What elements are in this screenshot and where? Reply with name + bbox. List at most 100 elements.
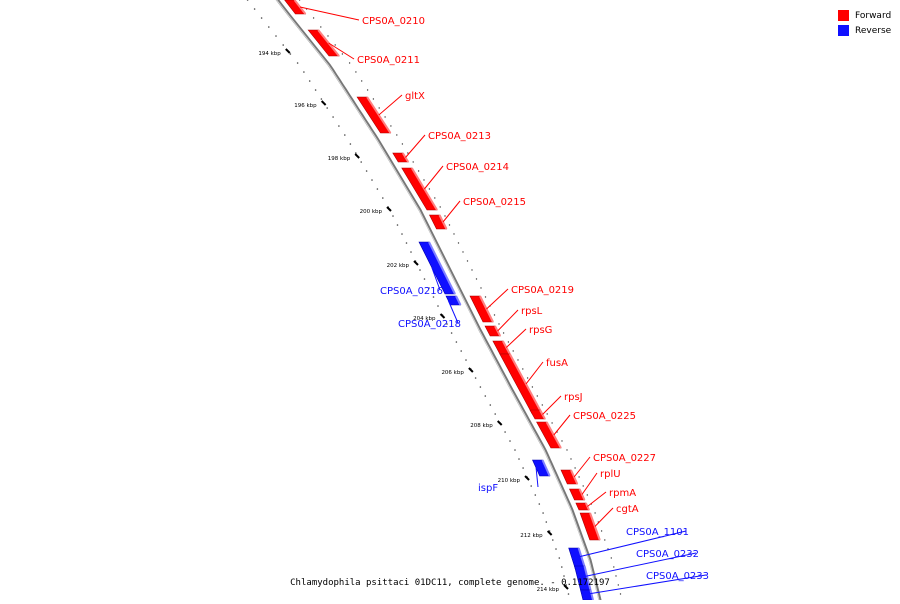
scale-dot	[428, 287, 430, 289]
scale-dot	[378, 107, 380, 109]
gene-label-connector	[442, 200, 461, 223]
scale-dot	[504, 431, 506, 433]
gene-label-ispf[interactable]: ispF	[478, 483, 498, 494]
scale-dot	[542, 512, 544, 514]
gene-bevel	[545, 421, 562, 449]
scale-dot	[563, 575, 565, 577]
gene-label-connector	[587, 491, 607, 507]
scale-tick-label: 204 kbp	[413, 316, 436, 322]
scale-dot	[308, 80, 311, 82]
scale-dot	[522, 368, 524, 370]
scale-tick	[413, 260, 419, 266]
gene-label-cps0a_0216[interactable]: CPS0A_0216	[380, 286, 443, 297]
legend-label-reverse: Reverse	[855, 25, 892, 36]
gene-label-connector	[581, 472, 598, 495]
scale-dot	[570, 458, 572, 460]
scale-dot	[475, 278, 478, 280]
gene-bevel	[428, 241, 456, 295]
gene-label-cps0a_0213[interactable]: CPS0A_0213	[428, 131, 491, 142]
gene-label-cps0a_0214[interactable]: CPS0A_0214	[446, 162, 509, 173]
scale-dot	[522, 467, 524, 469]
scale-dot	[457, 242, 460, 244]
scale-dot	[517, 359, 519, 361]
gene-feature-cgta[interactable]	[579, 512, 601, 541]
scale-dot	[372, 98, 375, 100]
scale-dot	[498, 323, 500, 325]
scale-dot	[471, 269, 473, 271]
gene-bevel	[539, 409, 546, 420]
gene-label-cps0a_0233[interactable]: CPS0A_0233	[646, 571, 709, 582]
gene-label-cps0a_0232[interactable]: CPS0A_0232	[636, 549, 699, 560]
gene-label-rpsl[interactable]: rpsL	[521, 306, 543, 317]
scale-dot	[303, 71, 305, 73]
gene-label-gltx[interactable]: gltX	[405, 91, 425, 102]
scale-dot	[371, 179, 373, 181]
gene-label-cps0a_0218[interactable]: CPS0A_0218	[398, 319, 461, 330]
scale-dot	[320, 98, 323, 100]
gene-labels: CPS0A_0210 CPS0A_0211 gltX CPS0A_0213 CPS0A_…	[299, 6, 709, 596]
scale-dot	[338, 125, 340, 127]
scale-dot	[531, 386, 534, 388]
scale-tick-label: 196 kbp	[294, 103, 317, 109]
scale-dot	[275, 35, 277, 37]
scale-dot	[565, 584, 568, 586]
scale-dot	[518, 458, 520, 460]
backbone-highlight	[275, 0, 600, 604]
scale-tick	[563, 584, 569, 590]
scale-dotted-line	[246, 0, 622, 595]
gene-label-cps0a_0211[interactable]: CPS0A_0211	[357, 55, 420, 66]
scale-tick-label: 208 kbp	[470, 423, 493, 429]
scale-dot	[314, 89, 317, 91]
scale-dot	[401, 143, 404, 145]
gene-label-rpsg[interactable]: rpsG	[529, 325, 552, 336]
scale-tick	[439, 313, 446, 319]
scale-dot	[465, 359, 467, 361]
scale-tick	[496, 420, 503, 426]
scale-dot	[444, 215, 446, 217]
gene-label-cps0a_0225[interactable]: CPS0A_0225	[573, 411, 636, 422]
scale-tick-label: 212 kbp	[520, 533, 543, 539]
scale-tick-label: 198 kbp	[328, 156, 351, 162]
scale-dot	[578, 476, 580, 478]
gene-label-cps0a_0227[interactable]: CPS0A_0227	[593, 453, 656, 464]
gene-label-cps0a_0210[interactable]: CPS0A_0210	[362, 16, 425, 27]
scale-dot	[334, 44, 336, 46]
gene-label-connector	[378, 94, 403, 116]
scale-dot	[494, 413, 497, 415]
scale-dot	[376, 188, 379, 190]
scale-dot	[474, 377, 477, 379]
scale-dot	[619, 593, 622, 595]
scale-tick	[546, 530, 553, 536]
gene-label-cgta[interactable]: cgtA	[616, 504, 639, 515]
scale-dot	[448, 224, 451, 226]
gene-label-connector	[431, 267, 441, 291]
gene-features	[284, 0, 601, 601]
gene-label-rplu[interactable]: rplU	[600, 469, 621, 480]
gene-label-cps0a_1101[interactable]: CPS0A_1101	[626, 527, 689, 538]
legend-item-forward: Forward	[838, 8, 891, 23]
scale-tick-label: 214 kbp	[537, 587, 560, 593]
scale-dot	[360, 161, 363, 163]
gene-label-cps0a_0219[interactable]: CPS0A_0219	[511, 285, 574, 296]
scale-dot	[484, 395, 487, 397]
scale-dot	[534, 494, 537, 496]
scale-dot	[558, 557, 561, 559]
gene-label-connector	[535, 467, 539, 488]
gene-feature-gltx[interactable]	[356, 96, 392, 134]
scale-dot	[460, 350, 463, 352]
scale-dot	[600, 530, 603, 532]
scale-dot	[355, 152, 357, 154]
scale-dot	[567, 593, 570, 595]
gene-label-fusa[interactable]: fusA	[546, 358, 568, 369]
scale-tick	[524, 475, 530, 481]
gene-label-rpsj[interactable]: rpsJ	[564, 392, 583, 403]
gene-label-rpma[interactable]: rpmA	[609, 488, 636, 499]
scale-dot	[507, 341, 510, 343]
legend-label-forward: Forward	[855, 10, 892, 21]
gene-label-connector	[328, 42, 355, 60]
gene-label-connector	[581, 574, 707, 596]
gene-bevel	[583, 565, 592, 591]
scale-dot	[574, 467, 576, 469]
gene-label-cps0a_0215[interactable]: CPS0A_0215	[463, 197, 526, 208]
